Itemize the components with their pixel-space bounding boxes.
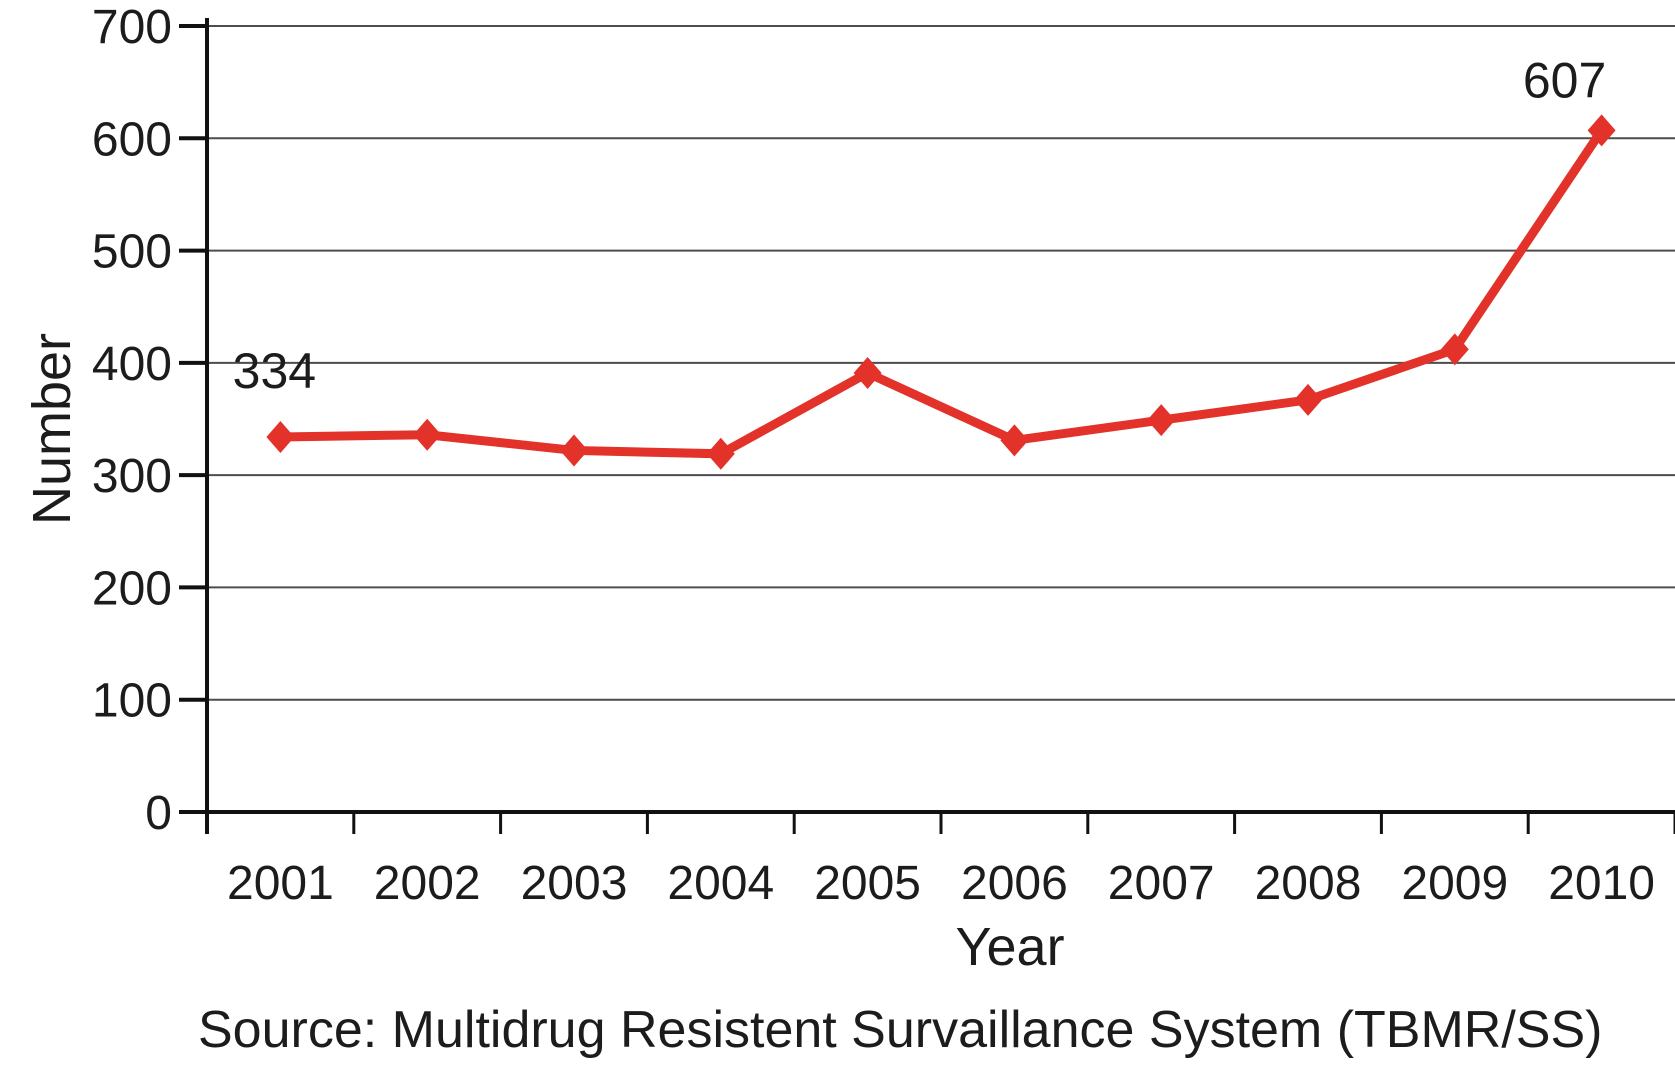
x-tick-label: 2002 — [374, 857, 481, 910]
data-point-marker — [1440, 333, 1469, 366]
y-tick-label: 600 — [92, 113, 172, 166]
y-tick-label: 300 — [92, 450, 172, 503]
x-tick-label: 2007 — [1108, 857, 1215, 910]
data-point-marker — [266, 420, 295, 453]
data-point-label: 607 — [1523, 52, 1606, 108]
data-point-marker — [1147, 404, 1176, 437]
x-tick-label: 2003 — [521, 857, 628, 910]
x-tick-label: 2008 — [1255, 857, 1362, 910]
y-tick-label: 100 — [92, 675, 172, 728]
x-tick-label: 2001 — [227, 857, 334, 910]
data-point-marker — [706, 437, 735, 470]
data-point-marker — [1294, 383, 1322, 416]
y-tick-label: 700 — [92, 1, 172, 54]
x-tick-label: 2006 — [961, 857, 1068, 910]
data-point-marker — [1000, 424, 1029, 457]
source-note: Source: Multidrug Resistent Survaillance… — [198, 1001, 1603, 1059]
x-tick-label: 2005 — [814, 857, 921, 910]
y-axis-title: Number — [22, 332, 82, 526]
x-tick-label: 2004 — [667, 857, 774, 910]
y-tick-label: 400 — [92, 338, 172, 391]
data-point-marker — [1587, 114, 1616, 147]
x-axis-title: Year — [955, 917, 1065, 977]
data-point-marker — [560, 434, 588, 467]
data-point-marker — [413, 418, 442, 451]
y-tick-label: 0 — [145, 787, 172, 840]
x-tick-label: 2009 — [1401, 857, 1508, 910]
data-point-marker — [853, 356, 882, 389]
data-line — [280, 127, 1606, 459]
data-point-label: 334 — [233, 343, 316, 399]
x-tick-label: 2010 — [1548, 857, 1655, 910]
y-tick-label: 500 — [92, 226, 172, 279]
y-tick-label: 200 — [92, 562, 172, 615]
